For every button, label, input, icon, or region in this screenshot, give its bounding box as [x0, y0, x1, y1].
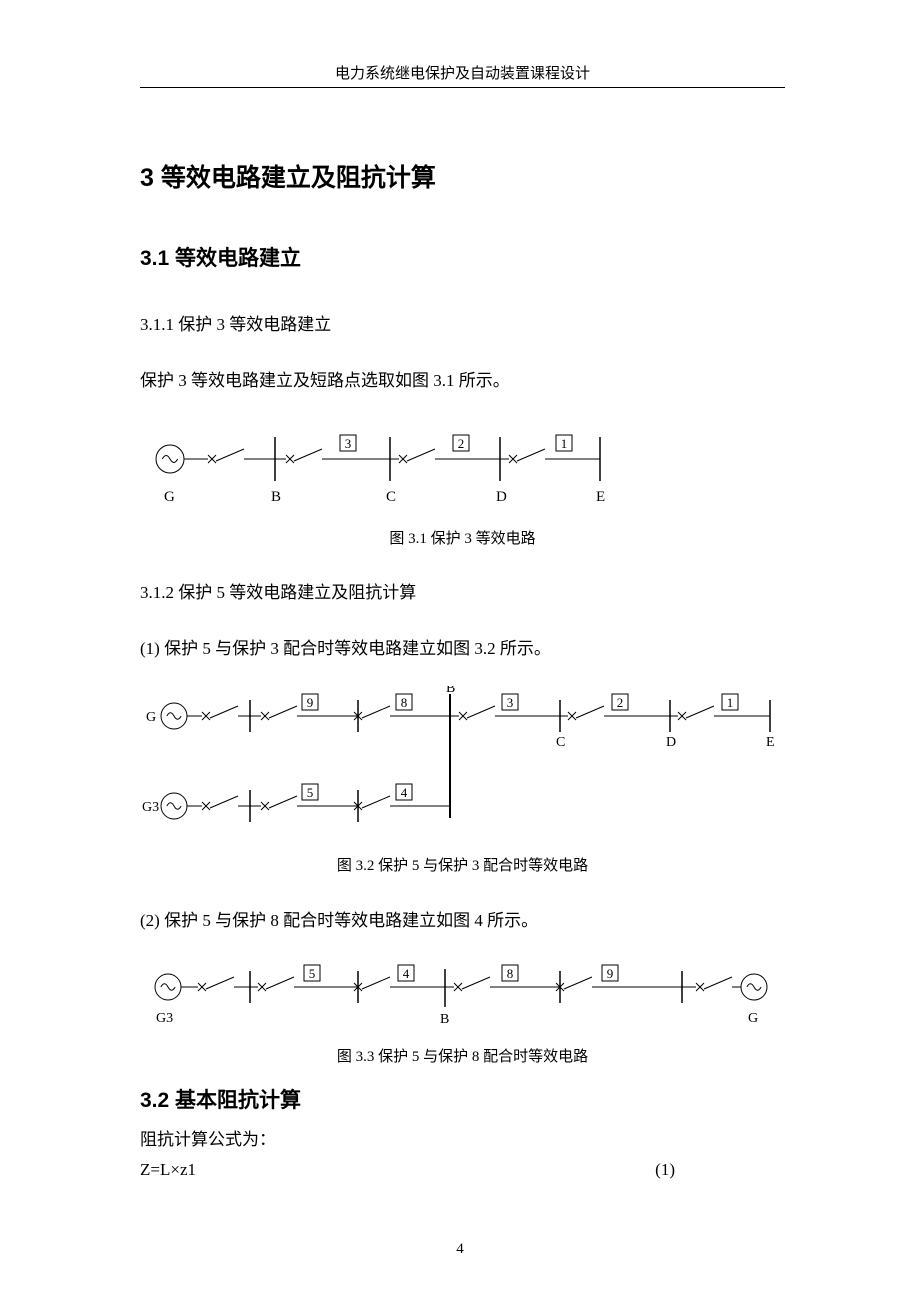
- circuit-diagram-3-3: G3 G B 5 4 8 9: [140, 957, 780, 1037]
- section-3-1-2-title: 3.1.2 保护 5 等效电路建立及阻抗计算: [140, 578, 785, 603]
- svg-text:2: 2: [617, 695, 624, 710]
- svg-text:4: 4: [401, 785, 408, 800]
- svg-text:G: G: [748, 1011, 758, 1026]
- figure-3-2: G G3 B C D E 9 8 3 2 1 5 4: [140, 686, 785, 846]
- svg-text:B: B: [446, 686, 455, 696]
- svg-text:G3: G3: [156, 1011, 173, 1026]
- section-3-1-title: 3.1 等效电路建立: [140, 242, 785, 272]
- svg-text:B: B: [440, 1012, 449, 1027]
- figure-3-3-caption: 图 3.3 保护 5 与保护 8 配合时等效电路: [140, 1045, 785, 1066]
- formula-row: Z=L×z1 (1): [140, 1160, 785, 1180]
- svg-text:3: 3: [507, 695, 514, 710]
- figure-3-2-caption: 图 3.2 保护 5 与保护 3 配合时等效电路: [140, 854, 785, 875]
- svg-text:E: E: [596, 489, 605, 505]
- figure-3-1: G B C D E 3 2 1: [140, 419, 785, 519]
- svg-text:2: 2: [458, 436, 465, 451]
- page: 电力系统继电保护及自动装置课程设计 3 等效电路建立及阻抗计算 3.1 等效电路…: [0, 0, 920, 1302]
- formula-text: Z=L×z1: [140, 1160, 196, 1180]
- section-3-2-title: 3.2 基本阻抗计算: [140, 1084, 785, 1114]
- svg-text:C: C: [386, 489, 396, 505]
- svg-text:G: G: [146, 710, 156, 725]
- svg-text:G: G: [164, 489, 175, 505]
- paragraph-3-1-2-b: (2) 保护 5 与保护 8 配合时等效电路建立如图 4 所示。: [140, 905, 785, 937]
- svg-text:D: D: [496, 489, 507, 505]
- formula-number: (1): [655, 1160, 785, 1180]
- svg-text:1: 1: [561, 436, 568, 451]
- chapter-title: 3 等效电路建立及阻抗计算: [140, 158, 785, 194]
- paragraph-3-1-1: 保护 3 等效电路建立及短路点选取如图 3.1 所示。: [140, 365, 785, 397]
- svg-text:E: E: [766, 735, 775, 750]
- svg-text:5: 5: [309, 966, 316, 981]
- svg-text:4: 4: [403, 966, 410, 981]
- svg-text:C: C: [556, 735, 565, 750]
- figure-3-3: G3 G B 5 4 8 9: [140, 957, 785, 1037]
- svg-text:D: D: [666, 735, 676, 750]
- paragraph-3-2: 阻抗计算公式为：: [140, 1124, 785, 1156]
- page-number: 4: [0, 1241, 920, 1258]
- svg-text:9: 9: [607, 966, 614, 981]
- svg-text:B: B: [271, 489, 281, 505]
- svg-text:G3: G3: [142, 800, 159, 815]
- svg-text:5: 5: [307, 785, 314, 800]
- page-header: 电力系统继电保护及自动装置课程设计: [140, 62, 785, 88]
- svg-text:1: 1: [727, 695, 734, 710]
- circuit-diagram-3-2: G G3 B C D E 9 8 3 2 1 5 4: [140, 686, 780, 846]
- svg-text:3: 3: [345, 436, 352, 451]
- circuit-diagram-3-1: G B C D E 3 2 1: [140, 419, 630, 519]
- svg-text:9: 9: [307, 695, 314, 710]
- figure-3-1-caption: 图 3.1 保护 3 等效电路: [140, 527, 785, 548]
- paragraph-3-1-2-a: (1) 保护 5 与保护 3 配合时等效电路建立如图 3.2 所示。: [140, 633, 785, 665]
- svg-text:8: 8: [401, 695, 408, 710]
- section-3-1-1-title: 3.1.1 保护 3 等效电路建立: [140, 310, 785, 335]
- svg-text:8: 8: [507, 966, 514, 981]
